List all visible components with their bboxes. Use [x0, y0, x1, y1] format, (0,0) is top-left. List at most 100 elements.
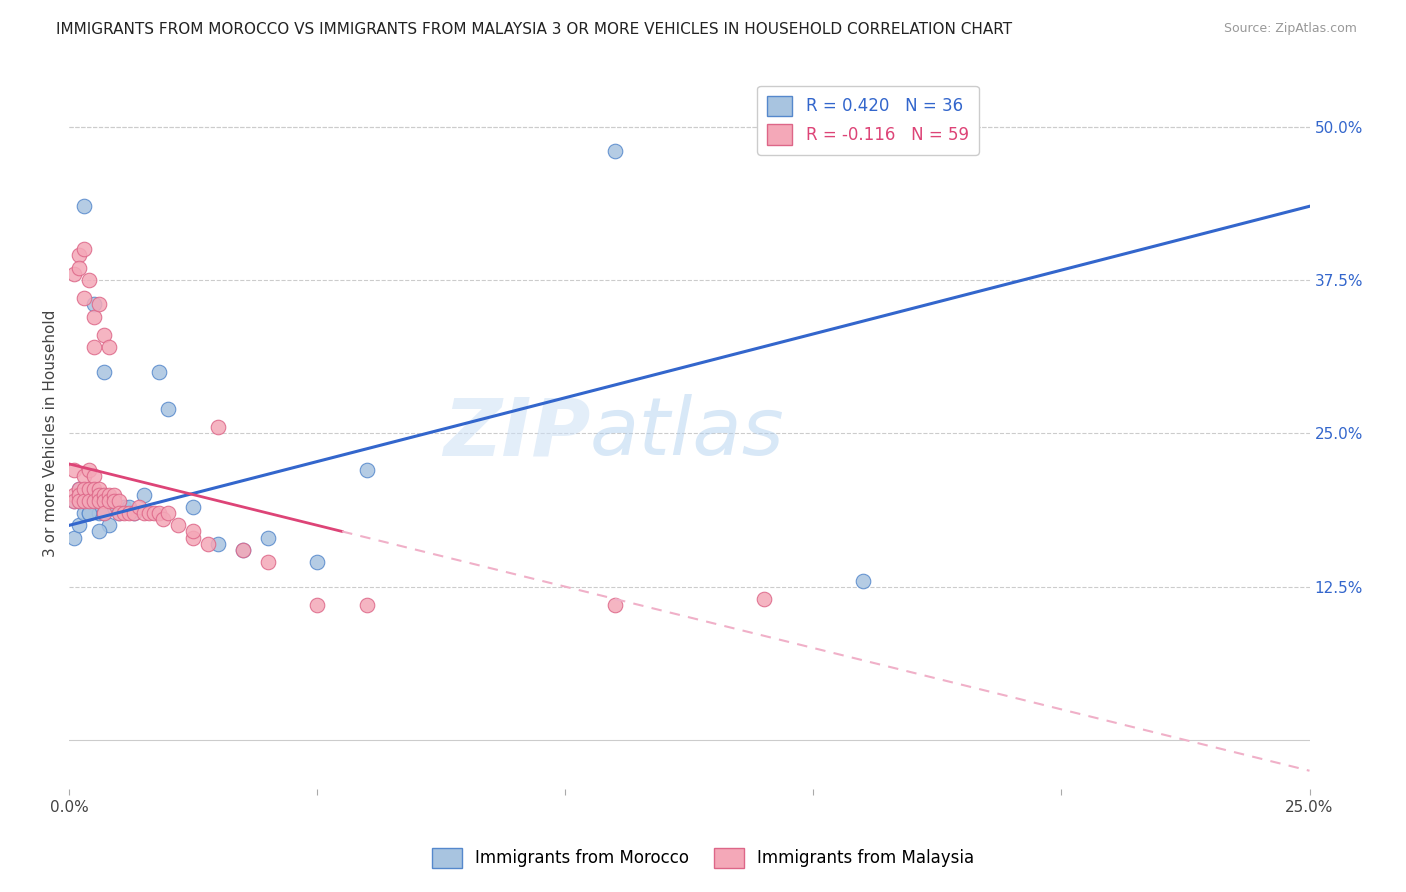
Point	[67, 260, 90, 275]
Point	[77, 493, 100, 508]
Point	[157, 506, 180, 520]
Point	[93, 328, 115, 343]
Point	[167, 518, 190, 533]
Point	[132, 506, 155, 520]
Point	[77, 506, 100, 520]
Point	[207, 537, 229, 551]
Text: ZIP: ZIP	[443, 394, 591, 472]
Point	[87, 482, 110, 496]
Point	[197, 537, 219, 551]
Point	[63, 463, 86, 477]
Point	[67, 488, 90, 502]
Point	[108, 493, 131, 508]
Point	[73, 469, 96, 483]
Point	[83, 297, 105, 311]
Point	[97, 493, 120, 508]
Point	[207, 420, 229, 434]
Point	[148, 365, 170, 379]
Point	[63, 267, 86, 281]
Point	[157, 401, 180, 416]
Point	[87, 493, 110, 508]
Point	[73, 488, 96, 502]
Point	[73, 291, 96, 305]
Point	[93, 488, 115, 502]
Point	[232, 542, 254, 557]
Point	[97, 518, 120, 533]
Point	[256, 555, 278, 569]
Point	[356, 598, 378, 612]
Point	[112, 500, 135, 514]
Point	[83, 488, 105, 502]
Point	[83, 482, 105, 496]
Point	[73, 482, 96, 496]
Point	[181, 524, 204, 539]
Point	[67, 493, 90, 508]
Point	[603, 144, 626, 158]
Point	[73, 493, 96, 508]
Point	[93, 493, 115, 508]
Point	[97, 488, 120, 502]
Point	[67, 248, 90, 262]
Point	[93, 365, 115, 379]
Point	[138, 506, 160, 520]
Point	[128, 500, 150, 514]
Point	[256, 531, 278, 545]
Y-axis label: 3 or more Vehicles in Household: 3 or more Vehicles in Household	[44, 310, 58, 557]
Point	[752, 591, 775, 606]
Point	[83, 340, 105, 354]
Point	[63, 493, 86, 508]
Point	[307, 598, 329, 612]
Legend: R = 0.420   N = 36, R = -0.116   N = 59: R = 0.420 N = 36, R = -0.116 N = 59	[758, 86, 979, 155]
Point	[87, 506, 110, 520]
Point	[83, 493, 105, 508]
Point	[118, 500, 141, 514]
Point	[307, 555, 329, 569]
Point	[852, 574, 875, 588]
Point	[63, 531, 86, 545]
Point	[67, 482, 90, 496]
Point	[103, 493, 125, 508]
Point	[97, 340, 120, 354]
Point	[93, 506, 115, 520]
Point	[118, 506, 141, 520]
Point	[73, 199, 96, 213]
Point	[103, 488, 125, 502]
Text: Source: ZipAtlas.com: Source: ZipAtlas.com	[1223, 22, 1357, 36]
Point	[67, 493, 90, 508]
Point	[77, 463, 100, 477]
Point	[148, 506, 170, 520]
Point	[603, 598, 626, 612]
Point	[232, 542, 254, 557]
Point	[83, 469, 105, 483]
Point	[77, 493, 100, 508]
Text: atlas: atlas	[591, 394, 785, 472]
Point	[83, 310, 105, 324]
Point	[103, 500, 125, 514]
Point	[83, 493, 105, 508]
Point	[152, 512, 174, 526]
Point	[181, 531, 204, 545]
Point	[181, 500, 204, 514]
Point	[87, 493, 110, 508]
Legend: Immigrants from Morocco, Immigrants from Malaysia: Immigrants from Morocco, Immigrants from…	[425, 841, 981, 875]
Point	[122, 506, 145, 520]
Point	[63, 488, 86, 502]
Point	[67, 518, 90, 533]
Point	[108, 506, 131, 520]
Point	[87, 297, 110, 311]
Point	[132, 488, 155, 502]
Point	[356, 463, 378, 477]
Point	[112, 506, 135, 520]
Point	[73, 506, 96, 520]
Point	[108, 506, 131, 520]
Point	[142, 506, 165, 520]
Point	[77, 482, 100, 496]
Point	[73, 242, 96, 256]
Point	[122, 506, 145, 520]
Point	[93, 506, 115, 520]
Point	[77, 273, 100, 287]
Point	[63, 493, 86, 508]
Text: IMMIGRANTS FROM MOROCCO VS IMMIGRANTS FROM MALAYSIA 3 OR MORE VEHICLES IN HOUSEH: IMMIGRANTS FROM MOROCCO VS IMMIGRANTS FR…	[56, 22, 1012, 37]
Point	[87, 524, 110, 539]
Point	[67, 482, 90, 496]
